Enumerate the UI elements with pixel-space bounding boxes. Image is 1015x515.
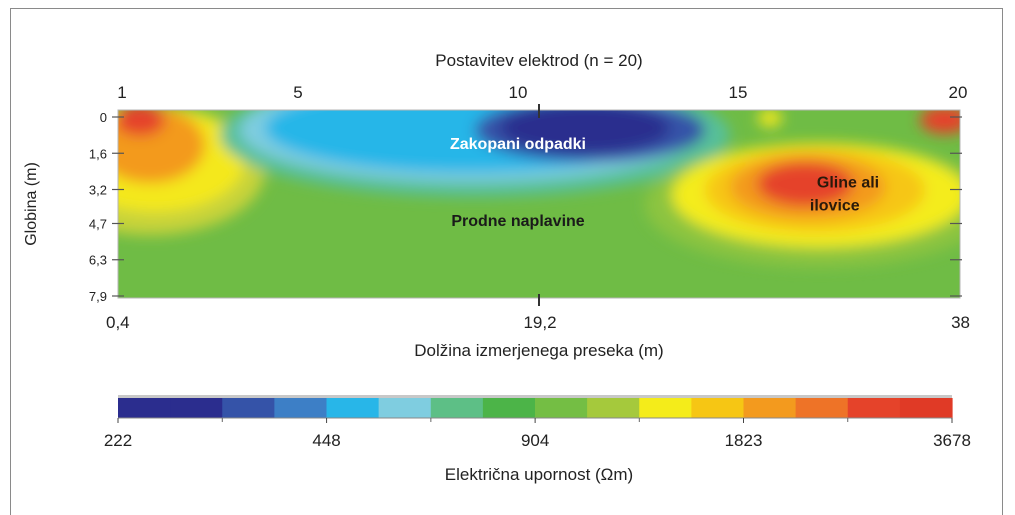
colorbar-swatch (222, 398, 275, 418)
colorbar-swatch (639, 398, 692, 418)
y-axis-label: Globina (m) (23, 162, 40, 246)
colorbar-tick-label: 448 (312, 431, 340, 450)
colorbar-tick-label: 904 (521, 431, 549, 450)
clay-left-hot (118, 110, 165, 136)
top-tick-label: 10 (509, 83, 528, 102)
annotation-label: Prodne naplavine (451, 213, 584, 230)
figure-frame (10, 8, 1003, 515)
colorbar-tick-label: 222 (104, 431, 132, 450)
surface-right-warm (758, 110, 782, 127)
annotation-label: ilovice (810, 197, 860, 214)
colorbar-swatch (795, 398, 849, 418)
bottom-axis: 0,4 19,2 38 (106, 313, 970, 332)
y-tick-label: 1,6 (89, 146, 107, 161)
colorbar-swatch (535, 398, 588, 418)
colorbar-swatch (691, 398, 745, 418)
top-tick-label: 5 (293, 83, 302, 102)
top-tick-label: 20 (949, 83, 968, 102)
y-tick-label: 3,2 (89, 183, 107, 198)
y-tick-label: 4,7 (89, 216, 107, 231)
colorbar-swatch (378, 398, 432, 418)
y-tick-label: 0 (100, 110, 107, 125)
top-tick-label: 15 (729, 83, 748, 102)
colorbar-swatch (326, 398, 380, 418)
colorbar-swatch (274, 398, 328, 418)
colorbar-swatch (430, 398, 484, 418)
surface-right-hot (920, 110, 960, 134)
resistivity-section (118, 110, 960, 298)
colorbar: 222 448 904 1823 3678 (104, 395, 971, 450)
chart-title: Postavitev elektrod (n = 20) (435, 51, 642, 70)
y-axis: 0 1,6 3,2 4,7 6,3 7,9 (89, 110, 962, 304)
colorbar-swatch (587, 398, 640, 418)
bottom-tick-label: 38 (951, 313, 970, 332)
colorbar-swatch (170, 398, 223, 418)
colorbar-swatch (847, 398, 901, 418)
colorbar-swatch (899, 398, 953, 418)
top-tick-label: 1 (117, 83, 126, 102)
annotation-label: Gline ali (817, 175, 879, 192)
annotation-label: Zakopani odpadki (450, 136, 586, 153)
clay-right-hot (757, 162, 853, 206)
bottom-axis-label: Dolžina izmerjenega preseka (m) (414, 341, 663, 360)
bottom-tick-label: 19,2 (523, 313, 556, 332)
annotations: Zakopani odpadki Prodne naplavine Gline al… (450, 136, 879, 230)
colorbar-tick-label: 3678 (933, 431, 971, 450)
colorbar-swatch (118, 398, 171, 418)
colorbar-top-edge (118, 395, 952, 398)
y-tick-label: 7,9 (89, 289, 107, 304)
colorbar-swatch (482, 398, 536, 418)
bottom-tick-label: 0,4 (106, 313, 130, 332)
y-tick-label: 6,3 (89, 253, 107, 268)
waste-deep (500, 110, 670, 153)
colorbar-tick-label: 1823 (725, 431, 763, 450)
colorbar-swatch (743, 398, 797, 418)
colorbar-label: Električna upornost (Ωm) (445, 465, 633, 484)
